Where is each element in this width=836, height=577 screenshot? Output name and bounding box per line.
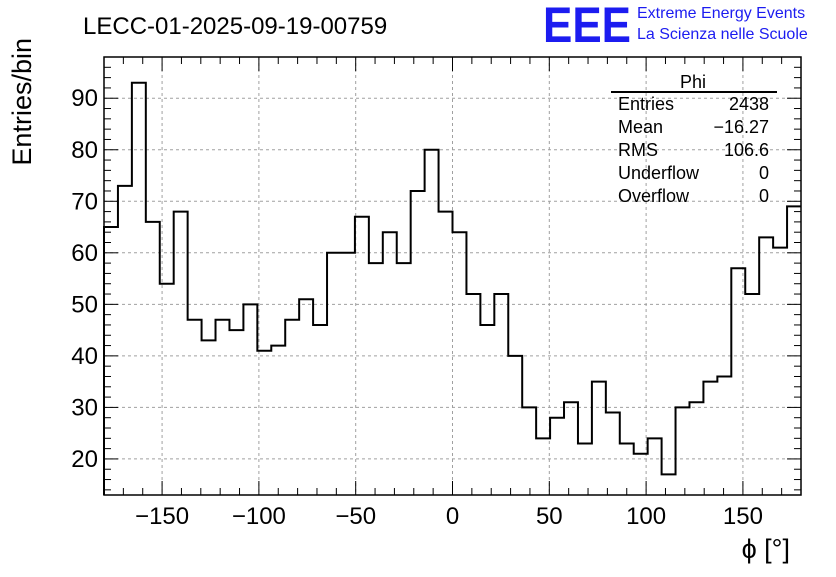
stats-label: RMS: [618, 140, 658, 160]
stats-label: Underflow: [618, 163, 700, 183]
y-tick-label: 50: [71, 291, 98, 318]
x-tick-label: 0: [446, 503, 459, 530]
plot-frame: [103, 56, 802, 496]
x-tick-label: −100: [232, 503, 286, 530]
grid-lines: [104, 57, 801, 495]
x-tick-label: 50: [536, 503, 563, 530]
histogram-step-line: [103, 81, 801, 495]
stats-label: Mean: [618, 117, 663, 137]
logo-mark: EEE: [543, 0, 631, 53]
x-tick-labels: −150 −100 −50 0 50 100 150: [135, 503, 763, 530]
x-tick-label: 150: [723, 503, 763, 530]
y-tick-labels: 20 30 40 50 60 70 80 90: [71, 85, 98, 473]
stats-name: Phi: [680, 72, 706, 92]
y-tick-label: 90: [71, 85, 98, 112]
y-tick-label: 70: [71, 188, 98, 215]
stats-value: 2438: [729, 94, 769, 114]
x-axis-title: ϕ [°]: [742, 534, 790, 564]
eee-logo: EEE Extreme Energy Events La Scienza nel…: [543, 0, 808, 53]
x-tick-label: −50: [335, 503, 376, 530]
x-tick-label: −150: [135, 503, 189, 530]
plot-title: LECC-01-2025-09-19-00759: [83, 13, 387, 40]
y-tick-label: 20: [71, 446, 98, 473]
stats-value: 0: [759, 186, 769, 206]
y-tick-label: 80: [71, 137, 98, 164]
stats-label: Entries: [618, 94, 674, 114]
stats-value: 0: [759, 163, 769, 183]
stats-rows: Entries 2438 Mean −16.27 RMS 106.6 Underflow 0 O…: [618, 94, 769, 206]
y-tick-label: 60: [71, 240, 98, 267]
x-tick-label: 100: [626, 503, 666, 530]
stats-value: −16.27: [713, 117, 769, 137]
y-tick-label: 40: [71, 343, 98, 370]
stats-box: Phi Entries 2438 Mean −16.27 RMS 106.6 Underfl…: [611, 72, 777, 206]
stats-value: 106.6: [724, 140, 769, 160]
logo-line-2: La Scienza nelle Scuole: [637, 26, 808, 43]
axis-ticks: [103, 56, 802, 495]
y-axis-title: Entries/bin: [7, 38, 37, 166]
logo-line-1: Extreme Energy Events: [637, 5, 805, 22]
y-tick-label: 30: [71, 394, 98, 421]
stats-label: Overflow: [618, 186, 690, 206]
